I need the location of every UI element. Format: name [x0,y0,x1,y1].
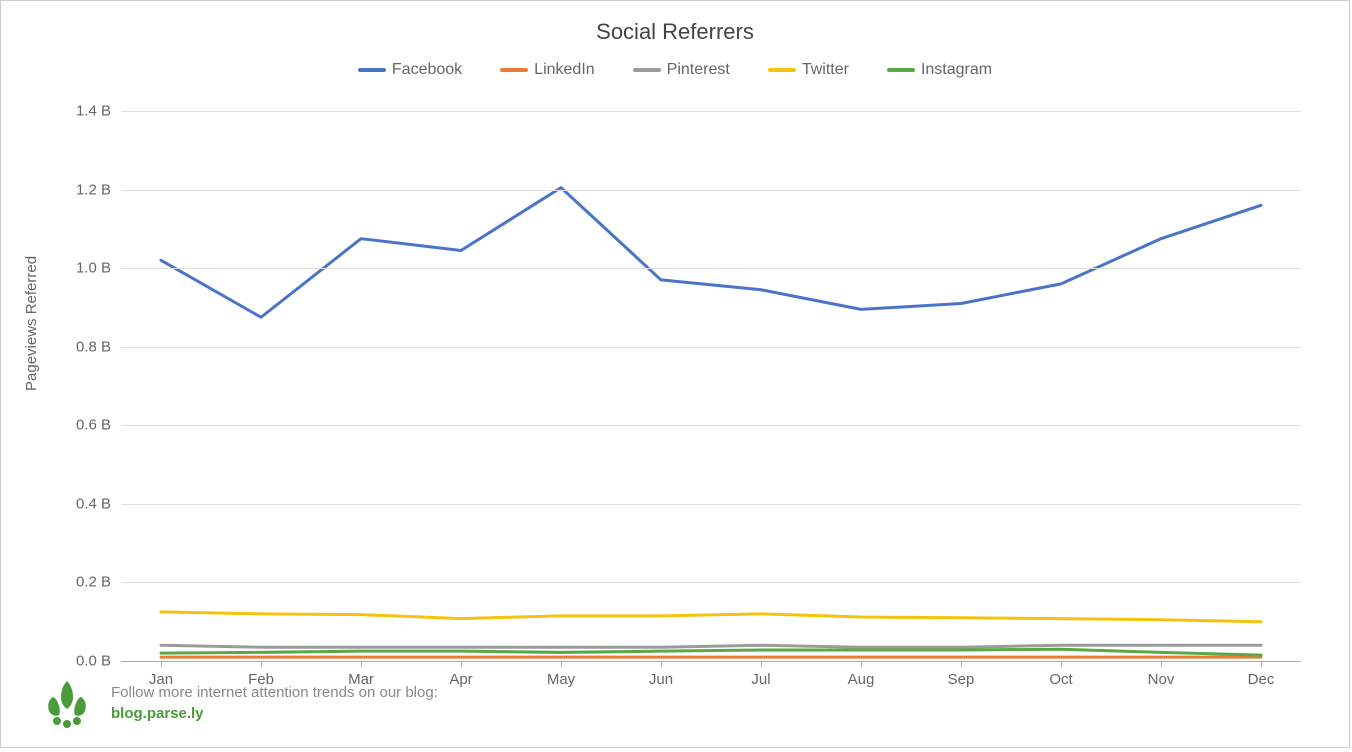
footer: Follow more internet attention trends on… [41,677,438,729]
x-tick-mark [361,661,362,667]
y-tick-label: 1.2 B [51,181,111,198]
gridline [121,347,1301,348]
x-tick-mark [761,661,762,667]
y-tick-label: 0.6 B [51,417,111,434]
legend-item-instagram: Instagram [887,61,992,79]
y-tick-label: 0.2 B [51,574,111,591]
x-axis-line [121,661,1301,662]
legend-swatch [633,68,661,72]
x-tick-label: Apr [449,671,472,688]
x-tick-label: Dec [1248,671,1275,688]
x-tick-mark [1161,661,1162,667]
y-tick-label: 0.0 B [51,653,111,670]
x-tick-mark [161,661,162,667]
x-tick-mark [961,661,962,667]
legend-label: Twitter [802,61,849,79]
legend-item-facebook: Facebook [358,61,462,79]
x-tick-label: Aug [848,671,875,688]
gridline [121,504,1301,505]
x-tick-label: Mar [348,671,374,688]
gridline [121,190,1301,191]
chart-title: Social Referrers [1,1,1349,45]
x-tick-label: Sep [948,671,975,688]
chart-container: Social Referrers Facebook LinkedIn Pintere… [0,0,1350,748]
legend-item-pinterest: Pinterest [633,61,730,79]
legend-swatch [358,68,386,72]
x-tick-label: Jul [751,671,770,688]
x-tick-mark [661,661,662,667]
series-line-pinterest [161,645,1261,647]
x-tick-mark [561,661,562,667]
legend-item-twitter: Twitter [768,61,849,79]
legend-label: Facebook [392,61,462,79]
x-tick-label: Jun [649,671,673,688]
x-tick-label: May [547,671,575,688]
legend: Facebook LinkedIn Pinterest Twitter Instagra… [1,61,1349,79]
parsely-logo-icon [41,677,93,729]
x-tick-label: Jan [149,671,173,688]
y-axis-label: Pageviews Referred [23,256,40,391]
legend-label: Instagram [921,61,992,79]
chart-svg [121,111,1301,661]
y-tick-label: 1.0 B [51,260,111,277]
x-tick-mark [461,661,462,667]
gridline [121,425,1301,426]
y-tick-label: 1.4 B [51,103,111,120]
footer-link[interactable]: blog.parse.ly [111,703,438,724]
x-tick-label: Feb [248,671,274,688]
y-tick-label: 0.4 B [51,495,111,512]
x-tick-mark [261,661,262,667]
x-tick-label: Nov [1148,671,1175,688]
legend-item-linkedin: LinkedIn [500,61,595,79]
series-line-facebook [161,188,1261,318]
series-line-twitter [161,612,1261,622]
gridline [121,582,1301,583]
series-line-instagram [161,649,1261,655]
legend-label: LinkedIn [534,61,595,79]
gridline [121,268,1301,269]
x-tick-mark [1261,661,1262,667]
legend-swatch [768,68,796,72]
legend-swatch [500,68,528,72]
footer-text-block: Follow more internet attention trends on… [111,682,438,724]
x-tick-mark [861,661,862,667]
plot-area [121,111,1301,661]
y-tick-label: 0.8 B [51,338,111,355]
legend-swatch [887,68,915,72]
gridline [121,111,1301,112]
x-tick-mark [1061,661,1062,667]
legend-label: Pinterest [667,61,730,79]
x-tick-label: Oct [1049,671,1072,688]
